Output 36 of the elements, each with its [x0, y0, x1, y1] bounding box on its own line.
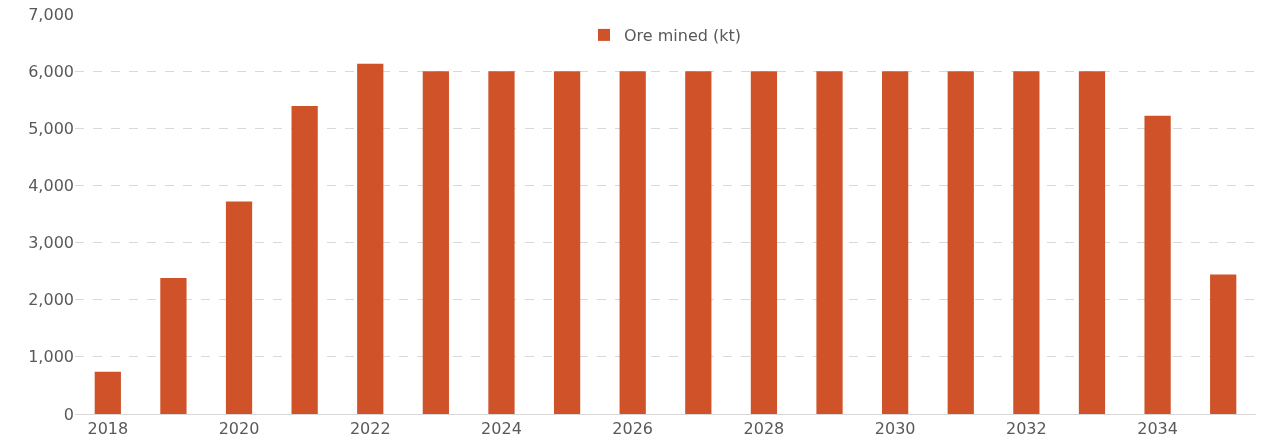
bar: [422, 71, 449, 414]
y-tick-label: 5,000: [28, 118, 74, 138]
bar: [1210, 274, 1237, 414]
y-tick-label: 6,000: [28, 61, 74, 81]
x-tick-label: 2034: [1137, 419, 1178, 439]
bar: [619, 71, 646, 414]
x-tick-label: 2028: [743, 419, 785, 439]
bar: [882, 71, 909, 414]
y-tick-label: 2,000: [28, 290, 74, 310]
x-tick-label: 2032: [1006, 419, 1047, 439]
y-tick-label: 0: [63, 404, 74, 424]
bar: [94, 371, 121, 414]
y-tick-label: 4,000: [28, 176, 74, 196]
bar: [225, 201, 253, 414]
bar: [947, 71, 974, 414]
bar: [750, 71, 778, 414]
bar: [1078, 71, 1106, 414]
y-tick-label: 3,000: [28, 233, 74, 253]
bar: [553, 71, 581, 414]
bar: [1013, 71, 1040, 414]
bar: [1144, 115, 1171, 414]
bar: [357, 63, 384, 414]
bar: [816, 71, 843, 414]
x-tick-label: 2018: [87, 419, 129, 439]
bar: [160, 278, 187, 414]
x-tick-label: 2020: [218, 419, 260, 439]
y-tick-label: 7,000: [28, 4, 74, 24]
legend-label: Ore mined (kt): [624, 26, 742, 46]
x-tick-label: 2030: [874, 419, 916, 439]
x-tick-label: 2024: [481, 419, 522, 439]
x-tick-label: 2022: [349, 419, 391, 439]
bar: [488, 71, 515, 414]
bar: [685, 71, 712, 414]
y-tick-label: 1,000: [28, 347, 74, 367]
bar: [291, 106, 318, 414]
x-tick-label: 2026: [612, 419, 654, 439]
